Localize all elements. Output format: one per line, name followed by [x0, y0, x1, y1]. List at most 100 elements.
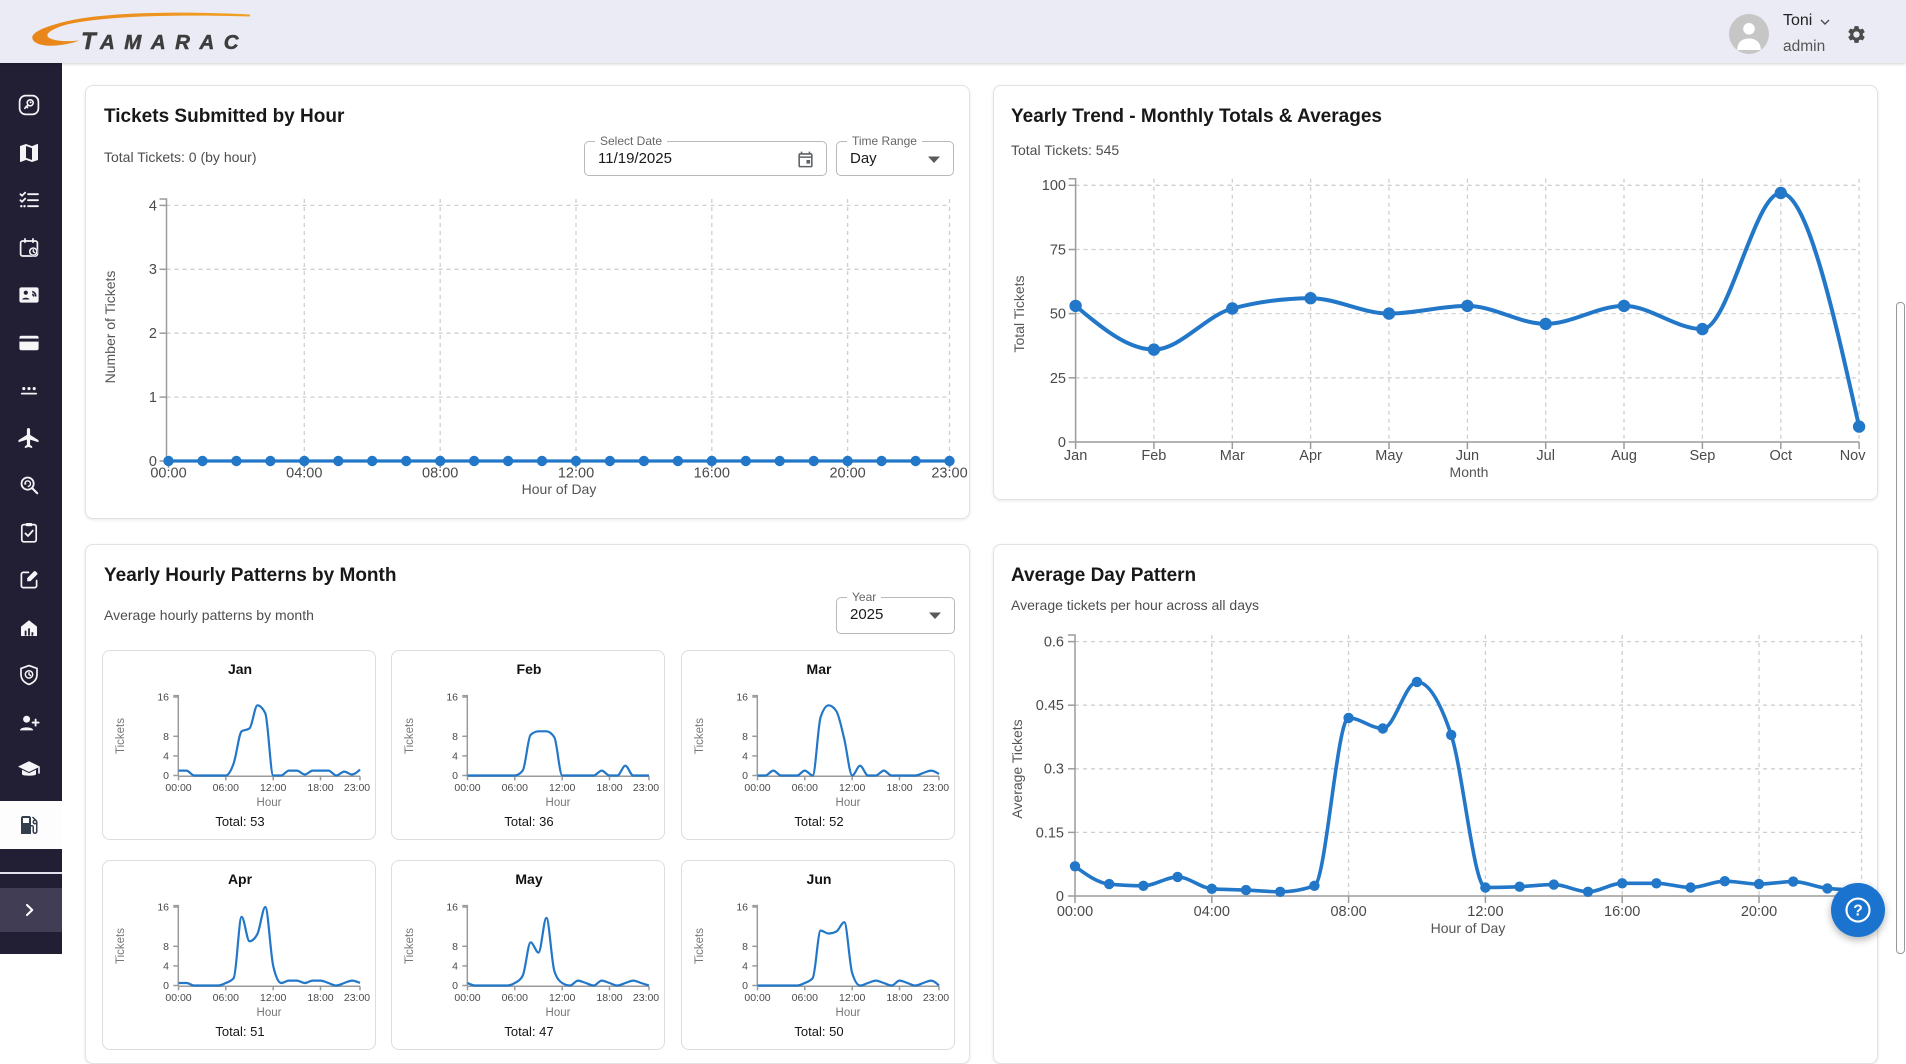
svg-text:06:00: 06:00: [502, 992, 528, 1004]
svg-text:Hour: Hour: [836, 1007, 861, 1019]
svg-text:3: 3: [149, 262, 157, 278]
svg-text:Jul: Jul: [1536, 448, 1555, 464]
svg-text:0: 0: [742, 980, 748, 992]
svg-text:00:00: 00:00: [165, 782, 191, 794]
svg-text:04:00: 04:00: [286, 466, 322, 482]
svg-text:8: 8: [163, 731, 169, 743]
svg-text:Jan: Jan: [1064, 448, 1087, 464]
svg-text:Tickets: Tickets: [115, 928, 127, 964]
svg-text:Tickets: Tickets: [404, 928, 416, 964]
svg-text:4: 4: [163, 960, 169, 972]
svg-text:Nov: Nov: [1840, 448, 1867, 464]
svg-text:00:00: 00:00: [165, 992, 191, 1004]
svg-text:00:00: 00:00: [744, 992, 770, 1004]
svg-text:18:00: 18:00: [596, 992, 622, 1004]
svg-text:0: 0: [452, 980, 458, 992]
svg-text:16: 16: [736, 692, 748, 704]
svg-text:4: 4: [742, 960, 748, 972]
svg-text:T: T: [81, 28, 98, 55]
svg-text:Month: Month: [1450, 464, 1489, 480]
svg-text:00:00: 00:00: [744, 782, 770, 794]
svg-text:00:00: 00:00: [1057, 904, 1093, 920]
svg-text:20:00: 20:00: [1741, 904, 1777, 920]
svg-text:Jun: Jun: [1456, 448, 1479, 464]
svg-text:?: ?: [1853, 903, 1863, 920]
svg-text:0: 0: [163, 770, 169, 782]
svg-text:00:00: 00:00: [454, 992, 480, 1004]
svg-text:12:00: 12:00: [549, 782, 575, 794]
svg-text:06:00: 06:00: [502, 782, 528, 794]
svg-text:0.45: 0.45: [1036, 698, 1064, 714]
svg-text:0: 0: [452, 770, 458, 782]
svg-text:12:00: 12:00: [549, 992, 575, 1004]
svg-text:25: 25: [1050, 371, 1066, 387]
svg-text:4: 4: [452, 960, 458, 972]
svg-text:Tickets: Tickets: [404, 718, 416, 754]
svg-text:08:00: 08:00: [422, 466, 458, 482]
svg-text:1: 1: [149, 390, 157, 406]
svg-text:23:00: 23:00: [344, 782, 370, 794]
svg-text:20:00: 20:00: [829, 466, 865, 482]
svg-text:Tickets: Tickets: [115, 718, 127, 754]
svg-text:23:00: 23:00: [923, 992, 949, 1004]
svg-text:12:00: 12:00: [558, 466, 594, 482]
svg-text:06:00: 06:00: [792, 782, 818, 794]
svg-text:Tickets: Tickets: [694, 718, 706, 754]
svg-text:Hour of Day: Hour of Day: [522, 481, 597, 497]
svg-text:Hour: Hour: [836, 797, 861, 809]
svg-text:0.15: 0.15: [1036, 825, 1064, 841]
svg-text:16: 16: [157, 902, 169, 914]
svg-text:04:00: 04:00: [1194, 904, 1230, 920]
svg-text:16: 16: [446, 902, 458, 914]
svg-text:23:00: 23:00: [923, 782, 949, 794]
svg-text:Hour: Hour: [546, 1007, 571, 1019]
svg-text:0: 0: [163, 980, 169, 992]
svg-text:00:00: 00:00: [454, 782, 480, 794]
svg-text:18:00: 18:00: [596, 782, 622, 794]
svg-text:50: 50: [1050, 307, 1066, 323]
svg-text:4: 4: [742, 750, 748, 762]
svg-text:23:00: 23:00: [633, 782, 659, 794]
svg-text:Mar: Mar: [1220, 448, 1245, 464]
svg-text:4: 4: [452, 750, 458, 762]
svg-text:8: 8: [452, 731, 458, 743]
svg-text:Aug: Aug: [1611, 448, 1637, 464]
svg-text:Apr: Apr: [1299, 448, 1322, 464]
svg-text:Average Tickets: Average Tickets: [1009, 719, 1025, 818]
svg-text:23:00: 23:00: [633, 992, 659, 1004]
svg-text:8: 8: [452, 941, 458, 953]
svg-text:16:00: 16:00: [1604, 904, 1640, 920]
svg-text:16:00: 16:00: [694, 466, 730, 482]
svg-text:12:00: 12:00: [839, 782, 865, 794]
svg-text:100: 100: [1042, 178, 1066, 194]
svg-text:Sep: Sep: [1689, 448, 1715, 464]
svg-text:0.6: 0.6: [1044, 635, 1064, 651]
svg-text:18:00: 18:00: [886, 782, 912, 794]
svg-text:23:00: 23:00: [344, 992, 370, 1004]
svg-text:Tickets: Tickets: [694, 928, 706, 964]
svg-text:0: 0: [1058, 435, 1066, 451]
svg-text:18:00: 18:00: [886, 992, 912, 1004]
svg-text:23:00: 23:00: [931, 466, 967, 482]
svg-text:May: May: [1375, 448, 1403, 464]
svg-text:Number of Tickets: Number of Tickets: [102, 271, 118, 384]
svg-text:06:00: 06:00: [792, 992, 818, 1004]
svg-text:AMARAC: AMARAC: [99, 31, 248, 54]
svg-text:00:00: 00:00: [150, 466, 186, 482]
svg-text:Hour: Hour: [546, 797, 571, 809]
svg-text:Hour: Hour: [257, 1007, 282, 1019]
svg-text:4: 4: [149, 198, 157, 214]
svg-text:12:00: 12:00: [839, 992, 865, 1004]
svg-text:16: 16: [446, 692, 458, 704]
svg-text:Hour: Hour: [257, 797, 282, 809]
svg-text:16: 16: [157, 692, 169, 704]
svg-text:8: 8: [742, 731, 748, 743]
svg-text:0.3: 0.3: [1044, 762, 1064, 778]
svg-text:06:00: 06:00: [213, 782, 239, 794]
svg-text:18:00: 18:00: [307, 782, 333, 794]
svg-text:Feb: Feb: [1141, 448, 1166, 464]
svg-text:18:00: 18:00: [307, 992, 333, 1004]
svg-text:08:00: 08:00: [1330, 904, 1366, 920]
svg-text:Hour of Day: Hour of Day: [1431, 920, 1506, 936]
svg-text:0: 0: [149, 454, 157, 470]
